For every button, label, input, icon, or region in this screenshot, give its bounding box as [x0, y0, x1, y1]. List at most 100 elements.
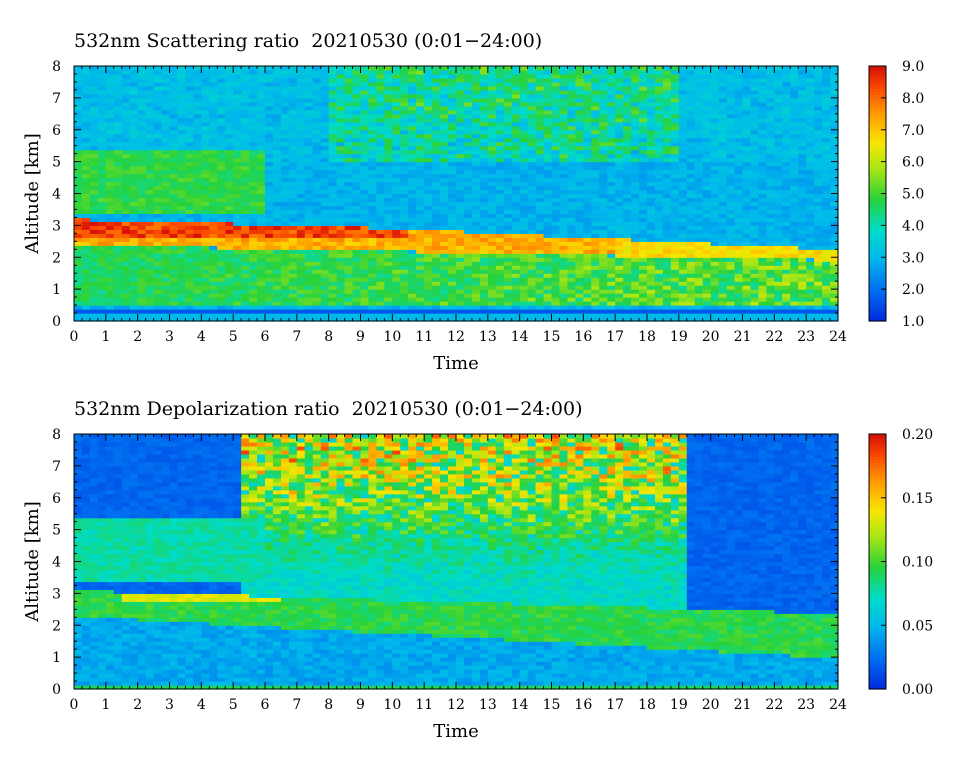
heatmap-cell	[209, 177, 218, 183]
heatmap-cell	[392, 117, 401, 123]
heatmap-cell	[137, 89, 147, 95]
heatmap-cell	[336, 157, 346, 163]
heatmap-cell	[551, 157, 561, 163]
heatmap-cell	[678, 101, 688, 107]
heatmap-cell	[392, 89, 401, 95]
heatmap-cell	[623, 201, 632, 207]
heatmap-cell	[201, 193, 210, 199]
heatmap-cell	[360, 297, 370, 302]
heatmap-cell	[392, 153, 401, 159]
heatmap-cell	[567, 289, 576, 294]
heatmap-cell	[169, 209, 179, 215]
heatmap-cell	[456, 153, 465, 159]
heatmap-cell	[241, 205, 250, 211]
heatmap-cell	[265, 161, 274, 167]
heatmap-cell	[304, 113, 314, 119]
heatmap-cell	[376, 213, 385, 218]
heatmap-cell	[105, 297, 115, 302]
heatmap-cell	[153, 293, 163, 298]
heatmap-cell	[654, 289, 664, 294]
heatmap-cell	[89, 197, 99, 203]
heatmap-cell	[257, 273, 266, 278]
heatmap-cell	[113, 73, 123, 79]
heatmap-cell	[161, 233, 171, 238]
heatmap-cell	[416, 93, 425, 99]
heatmap-cell	[241, 277, 250, 282]
heatmap-cell	[201, 161, 210, 167]
heatmap-cell	[647, 177, 656, 183]
heatmap-cell	[647, 133, 656, 139]
heatmap-cell	[209, 309, 218, 314]
heatmap-cell	[440, 97, 449, 103]
heatmap-cell	[177, 289, 187, 294]
heatmap-cell	[424, 93, 433, 99]
heatmap-cell	[503, 205, 513, 211]
heatmap-cell	[304, 117, 314, 123]
heatmap-cell	[336, 169, 346, 175]
heatmap-cell	[360, 281, 370, 286]
heatmap-cell	[424, 141, 433, 147]
heatmap-cell	[487, 309, 497, 314]
heatmap-cell	[647, 201, 656, 207]
heatmap-cell	[599, 257, 608, 262]
heatmap-cell	[161, 145, 171, 151]
heatmap-cell	[591, 89, 600, 95]
heatmap-cell	[121, 77, 131, 83]
heatmap-cell	[217, 169, 226, 175]
heatmap-cell	[392, 161, 401, 167]
heatmap-cell	[678, 245, 688, 250]
heatmap-cell	[137, 173, 147, 179]
heatmap-cell	[511, 141, 521, 147]
heatmap-cell	[360, 145, 370, 151]
heatmap-cell	[225, 161, 234, 167]
heatmap-cell	[654, 149, 664, 155]
heatmap-cell	[424, 121, 433, 127]
heatmap-cell	[384, 137, 393, 143]
heatmap-cell	[487, 169, 497, 175]
heatmap-cell	[639, 261, 648, 266]
heatmap-cell	[312, 217, 322, 222]
heatmap-cell	[336, 89, 346, 95]
heatmap-cell	[304, 305, 314, 310]
heatmap-cell	[304, 281, 314, 286]
heatmap-cell	[487, 217, 497, 222]
heatmap-cell	[376, 313, 385, 318]
heatmap-cell	[193, 249, 202, 254]
heatmap-cell	[336, 173, 346, 179]
heatmap-cell	[471, 109, 481, 115]
heatmap-cell	[272, 133, 282, 139]
heatmap-cell	[113, 217, 123, 222]
heatmap-cell	[352, 177, 362, 183]
heatmap-cell	[368, 257, 378, 262]
heatmap-cell	[280, 289, 290, 294]
heatmap-cell	[376, 297, 385, 302]
heatmap-cell	[487, 149, 497, 155]
heatmap-cell	[647, 317, 656, 322]
heatmap-cell	[288, 269, 298, 274]
heatmap-cell	[408, 121, 417, 127]
heatmap-cell	[416, 117, 425, 123]
heatmap-cell	[129, 317, 139, 322]
heatmap-cell	[360, 289, 370, 294]
heatmap-cell	[503, 225, 513, 230]
heatmap-cell	[599, 293, 608, 298]
heatmap-cell	[662, 189, 672, 195]
heatmap-cell	[583, 169, 592, 175]
heatmap-cell	[193, 161, 202, 167]
heatmap-cell	[280, 225, 290, 230]
heatmap-cell	[567, 93, 576, 99]
heatmap-cell	[97, 129, 107, 135]
heatmap-cell	[233, 293, 242, 298]
heatmap-cell	[265, 305, 274, 310]
heatmap-cell	[392, 285, 401, 290]
heatmap-cell	[575, 169, 584, 175]
heatmap-cell	[336, 81, 346, 87]
heatmap-cell	[368, 301, 378, 306]
heatmap-cell	[249, 97, 258, 103]
heatmap-cell	[97, 93, 107, 99]
heatmap-cell	[376, 253, 385, 258]
heatmap-cell	[647, 169, 656, 175]
heatmap-cell	[344, 197, 354, 203]
heatmap-cell	[376, 97, 385, 103]
heatmap-cell	[519, 317, 529, 322]
